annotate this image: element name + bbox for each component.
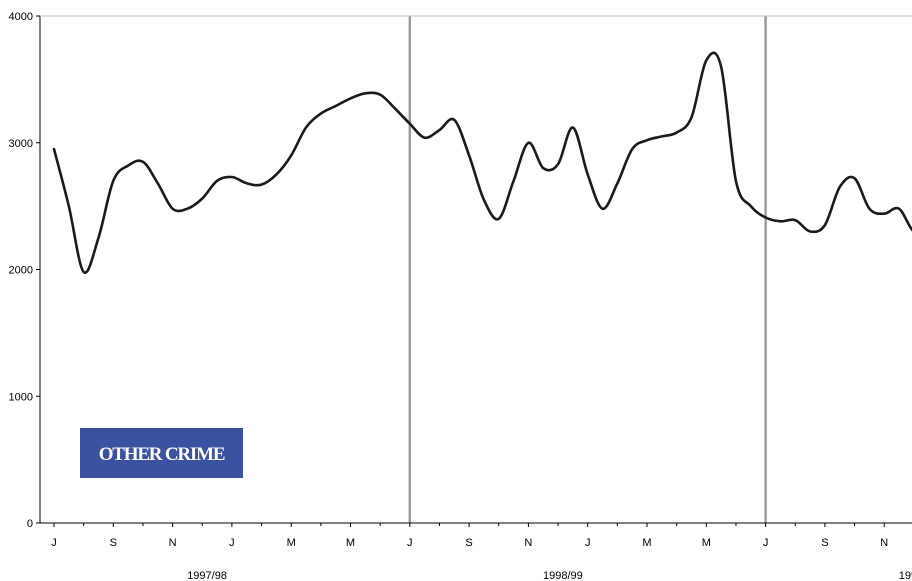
x-tick-label: J: [407, 537, 413, 549]
y-tick-label: 1000: [9, 391, 33, 403]
x-tick-label: J: [763, 537, 769, 549]
x-tick-label: S: [821, 537, 828, 549]
period-label: 1998/99: [543, 570, 583, 581]
y-tick-label: 2000: [9, 265, 33, 277]
x-tick-label: M: [702, 537, 711, 549]
x-tick-label: N: [880, 537, 888, 549]
x-tick-label: M: [287, 537, 296, 549]
x-tick-label: S: [465, 537, 472, 549]
series-line: [52, 51, 912, 274]
period-label: 1997/98: [187, 570, 227, 581]
x-tick-label: J: [585, 537, 591, 549]
x-tick-label: M: [346, 537, 355, 549]
x-tick-label: N: [524, 537, 532, 549]
badge-background: [80, 428, 243, 478]
x-tick-label: J: [51, 537, 57, 549]
x-tick-label: N: [169, 537, 177, 549]
x-tick-label: M: [642, 537, 651, 549]
x-tick-label: S: [110, 537, 117, 549]
x-axis-ticks: JSNJMMJSNJMMJSNJMMJSNJMMJSNJMM: [51, 523, 888, 549]
y-tick-label: 4000: [9, 11, 33, 23]
badge-label: OTHER CRIME: [99, 444, 225, 465]
period-label: 1999/00: [899, 570, 912, 581]
y-tick-label: 3000: [9, 138, 33, 150]
y-axis-ticks: 0 1000 2000 3000 4000: [9, 11, 40, 530]
other-crime-badge: OTHER CRIME: [80, 428, 243, 478]
y-tick-label: 0: [27, 518, 33, 530]
x-tick-label: J: [229, 537, 235, 549]
period-dividers: [408, 16, 767, 523]
